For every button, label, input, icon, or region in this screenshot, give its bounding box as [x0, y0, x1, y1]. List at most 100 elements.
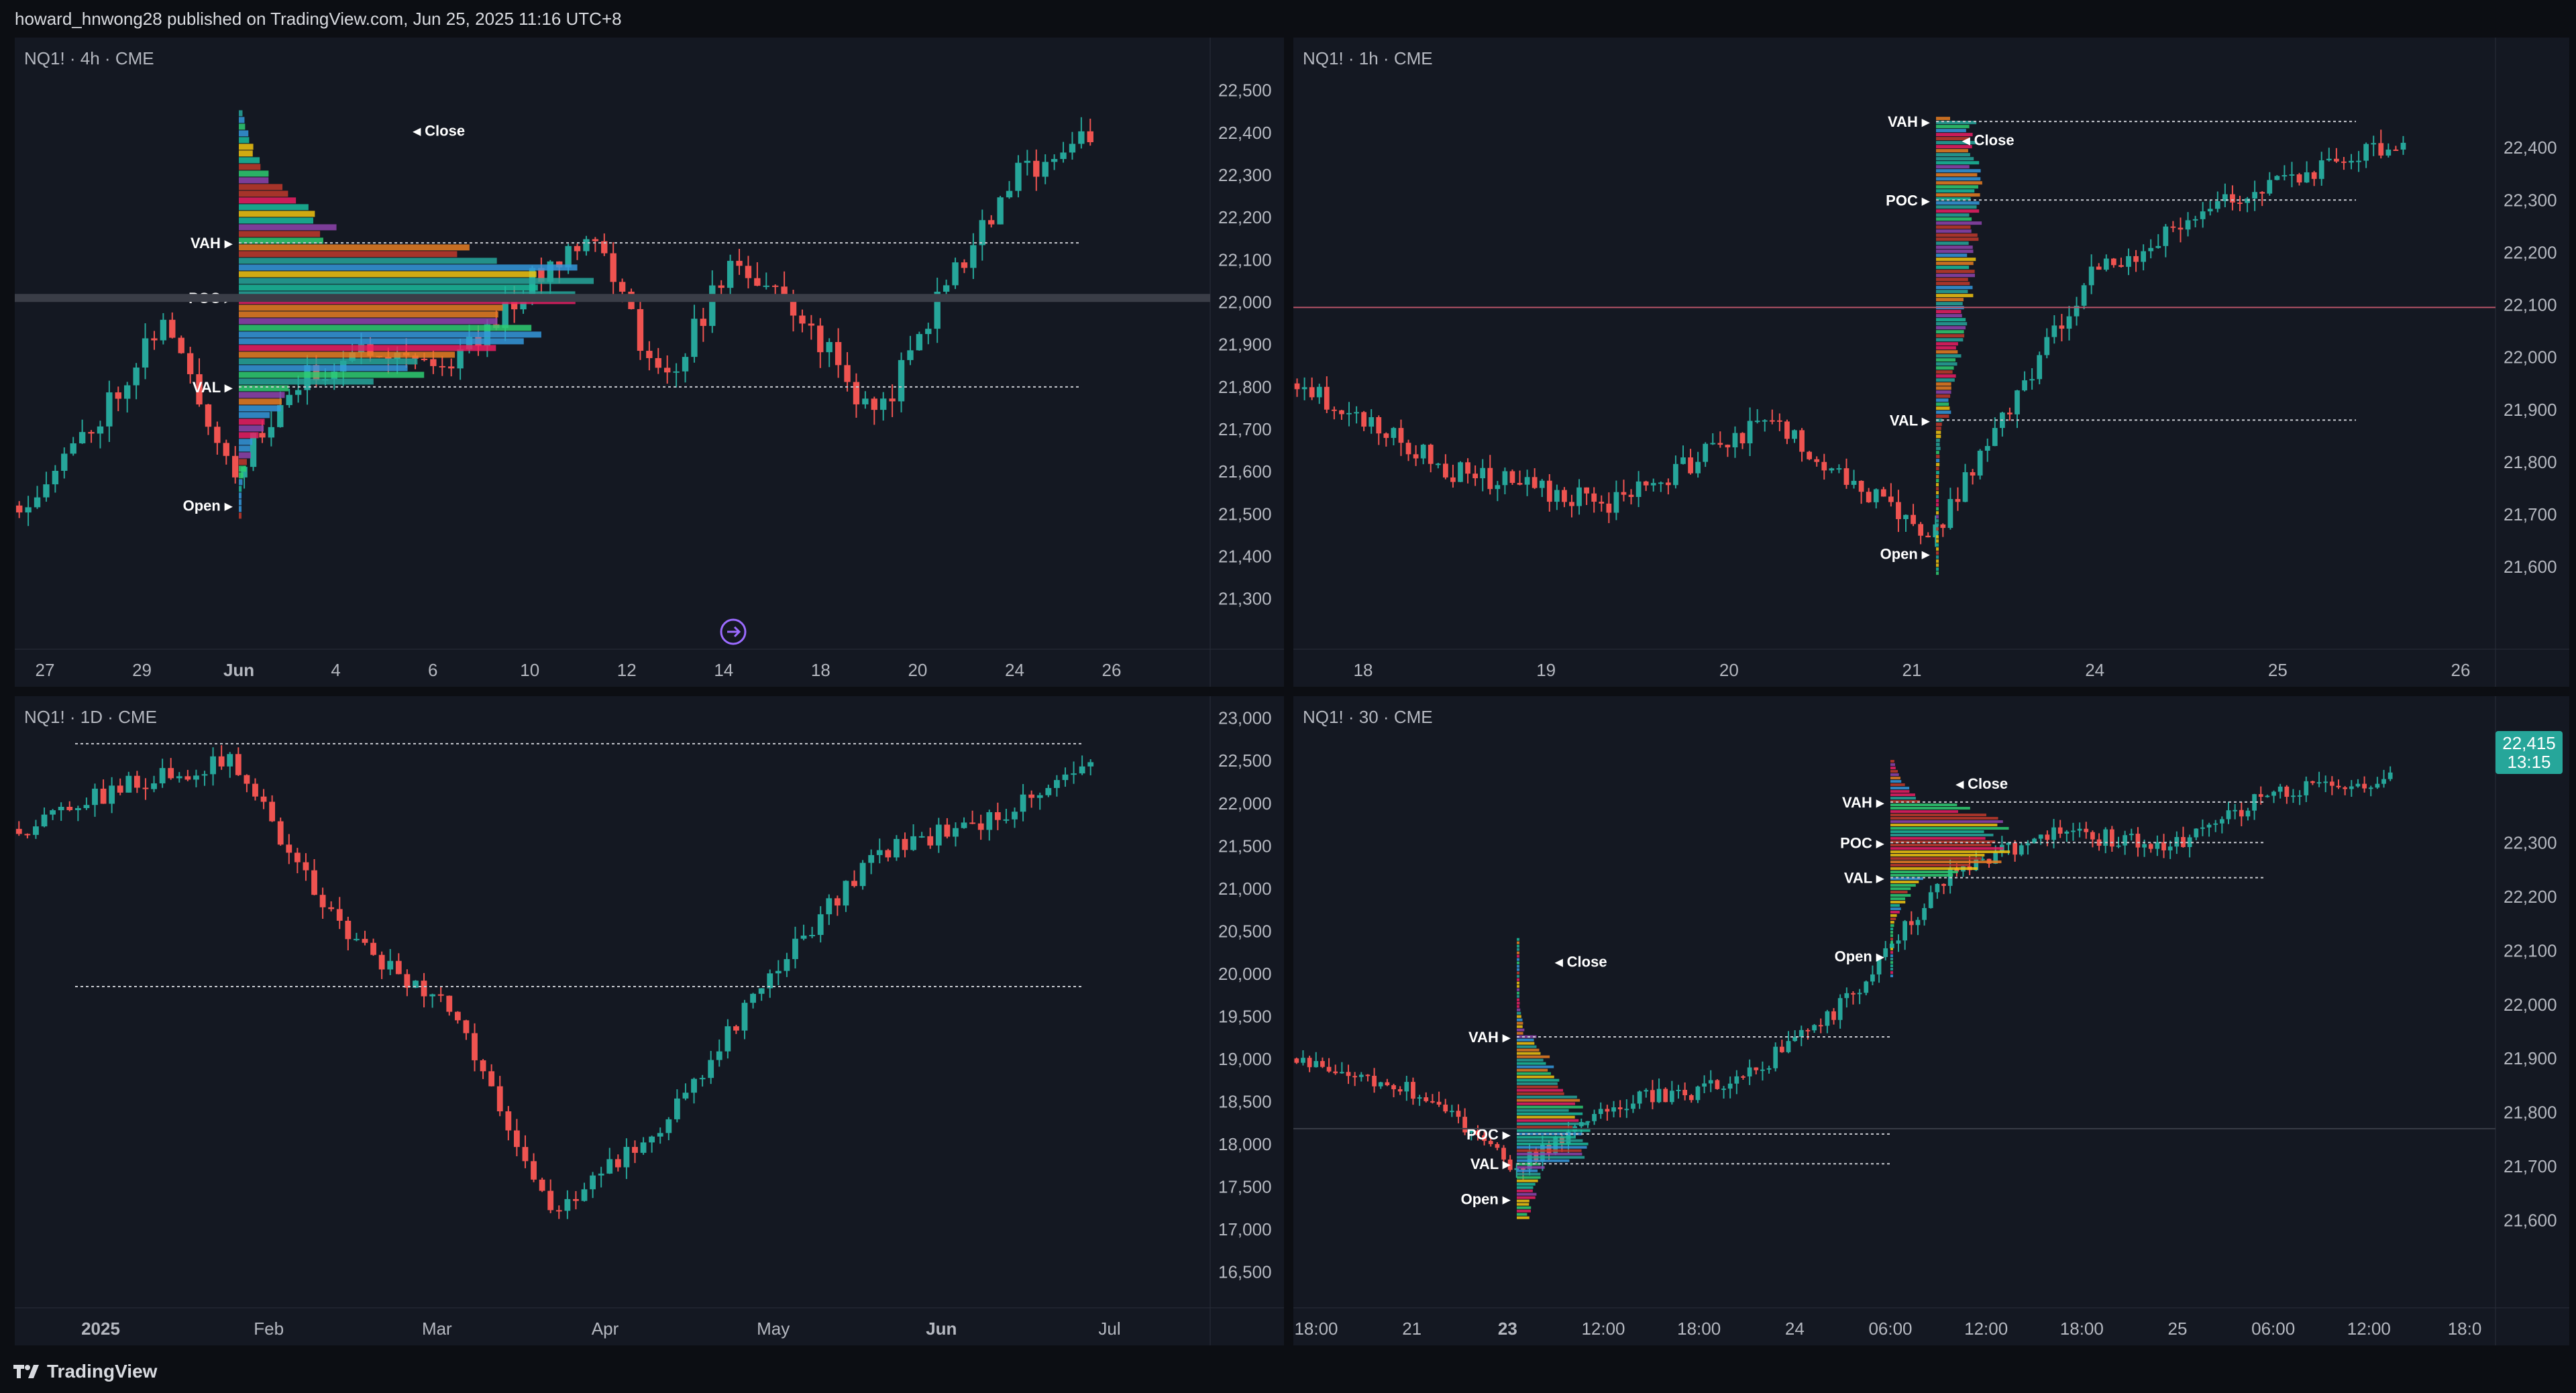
- candle-body: [809, 934, 816, 936]
- candle-body: [590, 1175, 596, 1190]
- candle-body: [1621, 492, 1627, 495]
- time-tick-label: 26: [1102, 660, 1122, 680]
- candle-body: [2274, 176, 2280, 180]
- chart-panel-1d[interactable]: 23,000 22,500 22,000 21,500 21,000 20,500 20,0…: [15, 696, 1284, 1345]
- candle-body: [853, 382, 860, 404]
- candle-body: [961, 822, 967, 828]
- tradingview-logo-icon: [13, 1364, 39, 1378]
- candle-body: [969, 822, 976, 824]
- candle-body: [907, 350, 914, 360]
- candle-body: [168, 768, 174, 779]
- profile-row: [239, 184, 283, 190]
- candle-body: [1940, 524, 1946, 528]
- profile-row: [1517, 1092, 1564, 1095]
- val-label: VAL ▸: [1890, 412, 1930, 429]
- replay-icon-arrow: [727, 626, 741, 638]
- candle-body: [1468, 1130, 1474, 1133]
- candle-body: [2233, 810, 2238, 812]
- candle-body: [354, 938, 360, 940]
- profile-row: [1936, 229, 1972, 233]
- candle-body: [186, 353, 194, 374]
- candle-body: [437, 994, 444, 996]
- price-tick-label: 21,500: [1218, 836, 1272, 856]
- candle-body: [606, 1159, 613, 1174]
- profile-row: [1890, 760, 1894, 763]
- candle-body: [1754, 421, 1760, 423]
- vah-label: VAH ▸: [1842, 794, 1884, 811]
- price-tick-label: 17,000: [1218, 1219, 1272, 1239]
- profile-row: [239, 204, 309, 211]
- candle-body: [775, 970, 782, 974]
- profile-row: [1890, 951, 1893, 954]
- candle-body: [1324, 386, 1330, 410]
- candle-body: [387, 960, 394, 970]
- profile-row: [1517, 1062, 1546, 1065]
- candle-body: [2103, 829, 2108, 846]
- candle-body: [564, 1199, 571, 1211]
- candle-body: [2356, 160, 2361, 162]
- candle-body: [1562, 490, 1567, 502]
- candle-body: [862, 398, 869, 404]
- candle-body: [413, 981, 419, 988]
- candle-body: [1331, 409, 1337, 411]
- profile-row: [1936, 137, 1970, 141]
- candle-body: [193, 775, 199, 780]
- candle-body: [745, 266, 752, 278]
- candle-body: [1012, 812, 1018, 820]
- chart-panel-1h[interactable]: 22,400 22,300 22,200 22,100 22,000 21,900 21,8…: [1293, 38, 2569, 687]
- candle-body: [1844, 993, 1849, 999]
- candle-body: [2038, 834, 2043, 839]
- candle-body: [1747, 421, 1753, 444]
- profile-row: [1517, 1196, 1536, 1199]
- candle-body: [1909, 921, 1914, 926]
- candle-body: [2167, 846, 2173, 850]
- profile-row: [1936, 201, 1980, 205]
- candle-body: [2213, 823, 2218, 825]
- profile-row: [239, 392, 285, 398]
- profile-row: [1517, 988, 1519, 991]
- candle-body: [286, 844, 292, 853]
- candle-body: [61, 453, 68, 471]
- profile-row: [1890, 817, 1998, 820]
- chart-panel-4h[interactable]: 22,500 22,400 22,300 22,200 22,100 22,000 21,9…: [15, 38, 1284, 687]
- candle-body: [826, 341, 833, 353]
- candle-body: [1391, 428, 1397, 438]
- replay-icon[interactable]: [720, 618, 747, 645]
- profile-row: [1936, 419, 1943, 423]
- candle-body: [2071, 830, 2076, 832]
- profile-row: [239, 351, 455, 358]
- candle-body: [2081, 285, 2087, 306]
- candle-body: [1970, 472, 1976, 476]
- chart-panel-30m[interactable]: 22,300 22,200 22,100 22,000 21,900 21,800 21,7…: [1293, 696, 2569, 1345]
- candle-body: [2141, 251, 2147, 262]
- candle-body: [1354, 412, 1359, 414]
- profile-row: [239, 492, 241, 499]
- profile-row: [1890, 907, 1901, 911]
- profile-row: [1936, 161, 1980, 165]
- profile-row: [239, 311, 498, 318]
- profile-row: [1890, 971, 1893, 974]
- profile-row: [1936, 463, 1940, 467]
- candle-body: [2310, 781, 2315, 783]
- profile-row: [1517, 1075, 1554, 1078]
- candle-body: [2259, 192, 2265, 194]
- candle-body: [159, 768, 166, 784]
- candle-body: [1807, 451, 1813, 459]
- profile-row: [1936, 225, 1971, 229]
- val-label: VAL ▸: [1844, 870, 1884, 887]
- candle-body: [2109, 829, 2114, 847]
- candle-body: [673, 371, 680, 373]
- candle-body: [1385, 1082, 1390, 1086]
- price-tick-label: 21,900: [2504, 400, 2557, 420]
- time-tick-label: Jun: [926, 1319, 957, 1339]
- profile-row: [1517, 985, 1519, 988]
- price-tick-label: 21,800: [2504, 1103, 2557, 1123]
- candle-body: [2129, 834, 2134, 836]
- tradingview-logo[interactable]: TradingView: [13, 1361, 157, 1382]
- profile-row: [239, 499, 241, 506]
- candle-body: [2022, 380, 2027, 391]
- candle-body: [294, 390, 302, 395]
- profile-row: [1890, 773, 1899, 777]
- profile-row: [1890, 928, 1894, 931]
- candle-body: [1397, 1089, 1403, 1092]
